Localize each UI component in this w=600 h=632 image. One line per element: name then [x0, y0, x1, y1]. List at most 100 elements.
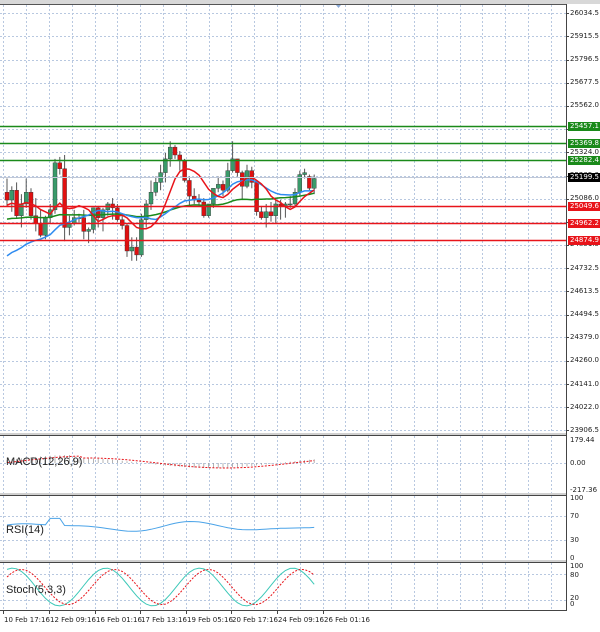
price-tick-label: 25086.0 — [570, 194, 599, 203]
candle-bull — [230, 158, 235, 171]
candle-bull — [24, 192, 29, 205]
price-tick-label: 25562.0 — [570, 101, 599, 110]
candle-bull — [288, 203, 293, 206]
stoch-title: Stoch(5,3,3) — [6, 584, 66, 596]
time-axis-label: 17 Feb 13:16 — [141, 616, 187, 624]
time-axis-label: 19 Feb 05:16 — [187, 616, 233, 624]
stoch-signal-line — [6, 568, 315, 606]
price-tick-label: 23906.5 — [570, 425, 599, 434]
candle-bear — [254, 182, 259, 213]
candle-bear — [172, 146, 178, 156]
candle-bull — [143, 203, 149, 220]
pane-separator — [0, 560, 566, 563]
candle-bull — [163, 158, 168, 173]
candle-bull — [86, 229, 91, 232]
candle-bull — [9, 190, 15, 201]
rsi-tick-label: 0 — [570, 553, 575, 562]
candle-bull — [153, 182, 159, 193]
candle-bear — [196, 199, 202, 203]
candle-bear — [187, 180, 192, 197]
price-tick-label: 24379.0 — [570, 332, 599, 341]
level-tag-support: 24874.9 — [568, 236, 600, 245]
time-axis-label: 12 Feb 09:16 — [50, 616, 96, 624]
candle-bull — [312, 178, 317, 189]
candle-bull — [225, 170, 231, 191]
level-tag-resistance: 25457.1 — [568, 122, 600, 131]
price-tick-label: 24141.0 — [570, 379, 599, 388]
level-tag-support: 24962.2 — [568, 219, 600, 228]
price-tick-label: 25324.0 — [570, 147, 599, 156]
macd-tick-label: 179.44 — [570, 436, 595, 444]
candle-bear — [239, 172, 245, 187]
price-tick-label: 25796.5 — [570, 55, 599, 64]
time-axis-label: 26 Feb 01:16 — [324, 616, 370, 624]
stoch-tick-label: 20 — [570, 593, 579, 602]
ma-fast-line — [6, 167, 315, 230]
level-tag-support: 25049.6 — [568, 202, 600, 211]
price-tick-label: 25915.5 — [570, 31, 599, 40]
rsi-tick-label: 70 — [570, 511, 579, 520]
candle-bull — [264, 211, 269, 218]
candle-bear — [38, 223, 43, 236]
candle-bear — [4, 192, 10, 201]
time-axis-label: 20 Feb 17:16 — [232, 616, 278, 624]
rsi-tick-label: 30 — [570, 535, 579, 544]
candle-bear — [307, 176, 312, 189]
time-axis-label: 16 Feb 01:16 — [96, 616, 142, 624]
candle-bear — [134, 246, 139, 256]
price-tick-label: 25677.5 — [570, 78, 599, 87]
rsi-tick-label: 100 — [570, 493, 584, 502]
stoch-tick-label: 80 — [570, 571, 579, 580]
candle-bear — [124, 225, 130, 252]
price-tick-label: 24260.0 — [570, 356, 599, 365]
candle-bear — [220, 184, 226, 191]
level-tag-resistance: 25369.8 — [568, 139, 600, 148]
candle-bear — [62, 168, 67, 228]
macd-signal-line — [6, 455, 315, 469]
rsi-title: RSI(14) — [6, 524, 44, 536]
candle-bear — [201, 201, 207, 216]
candle-bull — [206, 203, 211, 216]
candle-bull — [167, 146, 173, 160]
candle-bear — [268, 211, 274, 216]
candle-bear — [95, 207, 101, 218]
macd-title: MACD(12,26,9) — [6, 456, 83, 468]
rsi-line — [6, 517, 315, 532]
price-tick-label: 24494.5 — [570, 310, 599, 319]
candle-bull — [215, 184, 221, 189]
candle-bear — [57, 162, 62, 169]
macd-tick-label: -217.36 — [570, 486, 598, 494]
top-border — [0, 0, 600, 4]
candle-bull — [302, 172, 307, 175]
candle-bull — [148, 192, 154, 205]
candle-bull — [292, 192, 298, 205]
price-tick-label: 24022.0 — [570, 402, 599, 411]
stoch-tick-label: 100 — [570, 562, 584, 570]
candle-bull — [43, 217, 48, 236]
time-axis-label: 10 Feb 17:16 — [4, 616, 50, 624]
candle-bear — [235, 158, 240, 173]
price-tick-label: 26034.5 — [570, 8, 599, 17]
candle-bull — [100, 209, 106, 218]
candle-bear — [119, 219, 125, 226]
candle-bear — [259, 211, 264, 218]
candle-bear — [81, 217, 87, 232]
candle-bull — [52, 162, 58, 211]
pane-separator — [0, 493, 566, 496]
pane-separator — [0, 433, 566, 436]
price-tick-label: 24732.5 — [570, 263, 599, 272]
price-tick-label: 24613.5 — [570, 286, 599, 295]
candle-bull — [129, 246, 135, 252]
current-price-tag: 25199.5 — [568, 173, 600, 182]
chart-shift-marker-icon — [336, 5, 341, 8]
candle-bull — [211, 188, 216, 205]
macd-tick-label: 0.00 — [570, 459, 586, 467]
candle-bull — [19, 203, 24, 216]
candle-bull — [139, 219, 144, 256]
level-tag-resistance: 25282.4 — [568, 156, 600, 165]
stoch-main-line — [6, 567, 315, 607]
candle-bull — [273, 203, 278, 216]
ma-slow-line — [6, 192, 315, 220]
candle-bear — [14, 190, 19, 216]
